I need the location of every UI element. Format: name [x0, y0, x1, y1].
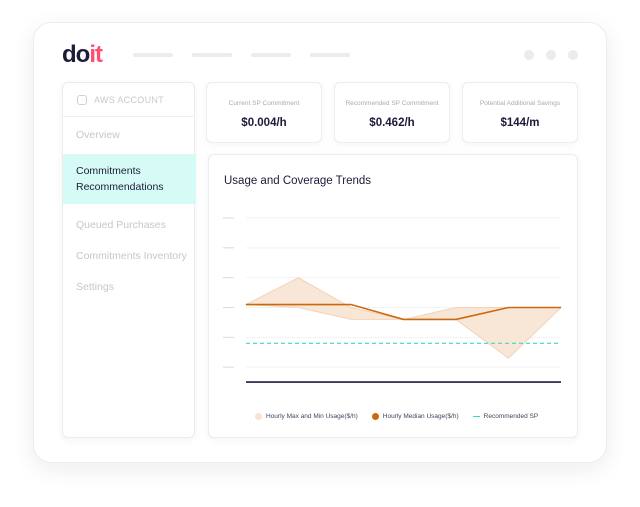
nav-placeholder-1[interactable] [133, 53, 173, 57]
sidebar-item-queued-purchases[interactable]: Queued Purchases [76, 219, 166, 231]
legend-item-recommended-sp[interactable]: Recommended SP [472, 413, 539, 420]
median-usage-line [246, 303, 561, 321]
account-checkbox[interactable] [77, 94, 87, 105]
logo-text-do: do [62, 41, 90, 68]
legend-item-median[interactable]: Hourly Median Usage($/h) [371, 413, 459, 420]
potential-savings-card: Potential Additional Savings $144/m [462, 82, 578, 143]
account-selector[interactable]: AWS ACCOUNT [63, 83, 194, 117]
recommended-sp-commitment-card: Recommended SP Commitment $0.462/h [334, 82, 450, 143]
chart-title: Usage and Coverage Trends [224, 175, 372, 187]
nav-placeholder-3[interactable] [251, 53, 291, 57]
chart-legend: Hourly Max and Min Usage($/h) Hourly Med… [255, 413, 552, 420]
current-sp-commitment-card: Current SP Commitment $0.004/h [206, 82, 322, 143]
logo-text-it: it [89, 41, 103, 68]
card-value: $0.004/h [241, 117, 287, 129]
max-min-band [244, 277, 563, 359]
doit-logo[interactable]: do it [62, 41, 103, 68]
legend-label: Hourly Median Usage($/h) [382, 413, 459, 420]
legend-label: Recommended SP [483, 413, 539, 420]
window-control-dot[interactable] [568, 50, 578, 60]
sidebar-item-settings[interactable]: Settings [76, 281, 114, 293]
sidebar: AWS ACCOUNT Overview Commitments Recomme… [62, 82, 196, 438]
card-label: Potential Additional Savings [479, 100, 561, 107]
legend-swatch [255, 413, 262, 420]
window-control-dot[interactable] [546, 50, 556, 60]
legend-item-max-min[interactable]: Hourly Max and Min Usage($/h) [255, 413, 358, 420]
window-control-dot[interactable] [524, 50, 534, 60]
sidebar-item-commitments-recommendations[interactable]: Commitments Recommendations [63, 154, 196, 204]
nav-placeholder-2[interactable] [192, 53, 232, 57]
card-value: $0.462/h [369, 117, 415, 129]
nav-placeholder-4[interactable] [310, 53, 350, 57]
legend-label: Hourly Max and Min Usage($/h) [266, 413, 358, 420]
account-label: AWS ACCOUNT [94, 94, 164, 105]
card-label: Recommended SP Commitment [345, 100, 439, 107]
sidebar-item-overview[interactable]: Overview [76, 129, 120, 141]
card-value: $144/m [500, 117, 540, 129]
usage-coverage-chart [223, 217, 563, 383]
usage-coverage-chart-panel: Usage and Coverage Trends Hourly Max and… [208, 154, 578, 438]
legend-swatch [472, 416, 480, 417]
sidebar-item-commitments-inventory[interactable]: Commitments Inventory [76, 250, 187, 262]
legend-swatch [371, 413, 379, 420]
card-label: Current SP Commitment [228, 100, 300, 107]
